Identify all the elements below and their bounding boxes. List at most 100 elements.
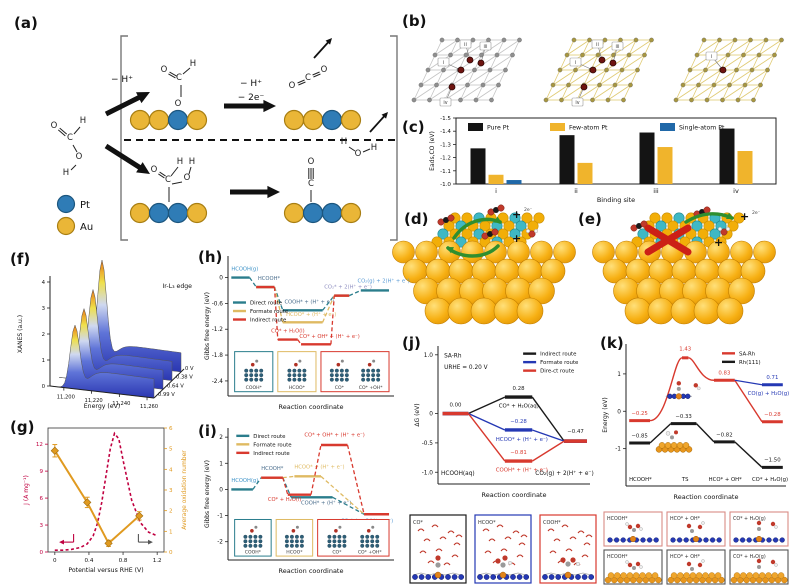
svg-text:CO* + H₂O(l): CO* + H₂O(l) (271, 329, 305, 335)
svg-text:-2: -2 (217, 540, 223, 546)
panel-i-energy-diagram: 2 1 0 -1 -2 Gibbs free energy (eV) Reaction co… (204, 428, 394, 575)
svg-text:-1.0: -1.0 (422, 470, 434, 476)
svg-text:iv: iv (575, 100, 579, 106)
svg-text:Formate route: Formate route (250, 309, 289, 315)
svg-text:COOH*: COOH* (246, 385, 263, 391)
svg-text:Pt: Pt (80, 200, 90, 211)
svg-text:2: 2 (219, 435, 223, 441)
svg-text:CO₂(g) + 2(H⁺ + e⁻): CO₂(g) + 2(H⁺ + e⁻) (535, 470, 593, 477)
svg-text:HCOOH*: HCOOH* (607, 516, 628, 522)
svg-text:−0.28: −0.28 (764, 412, 781, 418)
svg-text:1: 1 (617, 372, 621, 378)
svg-text:0: 0 (169, 550, 173, 556)
svg-text:HCO* + OH*: HCO* + OH* (670, 516, 701, 522)
svg-text:COOH* + (H⁺ + e⁻): COOH* + (H⁺ + e⁻) (284, 299, 334, 305)
panel-j-energy-diagram: 1.0 0 -0.5 -1.0 ΔG (eV) Reaction coordinate 0.… (414, 346, 594, 499)
svg-text:Indirect route: Indirect route (253, 451, 290, 457)
svg-text:−0.82: −0.82 (716, 432, 733, 438)
svg-text:1: 1 (42, 358, 45, 364)
svg-text:2e⁻: 2e⁻ (752, 210, 761, 216)
svg-text:12: 12 (36, 442, 43, 448)
svg-text:CO*: CO* (413, 520, 423, 526)
svg-text:ΔG (eV): ΔG (eV) (414, 403, 421, 426)
svg-text:O: O (161, 65, 168, 75)
svg-text:HCOOH*: HCOOH* (629, 477, 652, 483)
svg-text:-0.6: -0.6 (212, 301, 224, 307)
svg-text:H: H (371, 143, 377, 153)
svg-text:O: O (151, 165, 158, 175)
svg-text:Potential versus RHE (V): Potential versus RHE (V) (68, 567, 143, 574)
svg-text:1.0: 1.0 (424, 353, 434, 359)
svg-text:O: O (175, 99, 182, 109)
svg-text:0: 0 (53, 558, 57, 564)
svg-text:O: O (184, 173, 191, 183)
svg-text:0: 0 (42, 384, 46, 390)
svg-text:3: 3 (169, 488, 173, 494)
svg-text:Single-atom Pt: Single-atom Pt (679, 125, 725, 132)
svg-text:H: H (80, 116, 86, 126)
svg-text:11,260: 11,260 (140, 404, 158, 410)
svg-text:0.4: 0.4 (84, 558, 93, 564)
svg-text:ii: ii (596, 42, 599, 48)
svg-text:H: H (177, 157, 183, 167)
svg-text:O: O (51, 121, 58, 131)
panel-d-label: (d) (404, 210, 429, 228)
svg-text:0.71: 0.71 (766, 375, 778, 381)
svg-text:−0.33: −0.33 (675, 414, 692, 420)
svg-text:0: 0 (617, 409, 621, 415)
svg-text:0.64 V: 0.64 V (167, 383, 184, 389)
panel-d-nanoparticle-render: + +2e⁻ (392, 204, 576, 325)
svg-text:0: 0 (429, 412, 433, 418)
svg-text:XANES (a.u.): XANES (a.u.) (17, 315, 24, 353)
panel-j-md-snapshots: CO* HCOO* COOH* (409, 514, 597, 584)
svg-text:HCO* + OH*: HCO* + OH* (670, 554, 701, 560)
svg-text:O: O (308, 157, 315, 167)
svg-text:HCOOH*: HCOOH* (607, 554, 628, 560)
svg-text:J (A mg⁻¹): J (A mg⁻¹) (23, 475, 30, 506)
svg-text:Ir-L₃ edge: Ir-L₃ edge (162, 283, 192, 290)
svg-text:CO* +OH*: CO* +OH* (359, 385, 383, 391)
svg-text:−0.81: −0.81 (510, 450, 527, 456)
svg-text:iii: iii (484, 44, 488, 50)
svg-text:0 V: 0 V (185, 366, 194, 372)
svg-text:1: 1 (219, 461, 223, 467)
svg-text:CO* + H₂O(l): CO* + H₂O(l) (268, 497, 302, 503)
svg-text:C: C (305, 73, 311, 83)
svg-text:-1.5: -1.5 (440, 116, 451, 122)
svg-text:− H⁺: − H⁺ (111, 75, 133, 85)
svg-text:i: i (443, 60, 444, 66)
svg-text:-1.3: -1.3 (440, 142, 451, 148)
svg-text:1: 1 (169, 529, 173, 535)
panel-j-label: (j) (402, 334, 421, 352)
panel-b-label: (b) (402, 12, 427, 30)
svg-text:Gibbs free energy (eV): Gibbs free energy (eV) (204, 460, 211, 528)
svg-text:0: 0 (39, 550, 43, 556)
svg-text:CO* +OH*: CO* +OH* (358, 550, 382, 556)
svg-text:C: C (165, 175, 171, 185)
svg-text:4: 4 (42, 280, 46, 286)
svg-text:-1.1: -1.1 (440, 169, 451, 175)
svg-text:HCOOH(g): HCOOH(g) (231, 478, 258, 484)
svg-text:0.00: 0.00 (449, 402, 462, 408)
svg-text:CO* + OH* + (H⁺ + e⁻): CO* + OH* + (H⁺ + e⁻) (304, 433, 364, 439)
svg-text:− 2e⁻: − 2e⁻ (238, 93, 265, 103)
svg-text:Au: Au (80, 222, 93, 233)
svg-text:CO(g) + H₂O(g): CO(g) + H₂O(g) (748, 391, 790, 397)
svg-text:-1.2: -1.2 (440, 156, 451, 162)
svg-text:iii: iii (653, 187, 659, 195)
panel-h-label: (h) (198, 248, 223, 266)
svg-text:TS: TS (681, 477, 689, 483)
svg-text:HCOO* + (H⁺ + e⁻): HCOO* + (H⁺ + e⁻) (286, 312, 336, 318)
svg-text:O: O (321, 65, 328, 75)
svg-text:2: 2 (169, 509, 173, 515)
svg-text:2e⁻: 2e⁻ (524, 207, 533, 213)
svg-text:5: 5 (169, 447, 173, 453)
svg-text:Reaction coordinate: Reaction coordinate (279, 567, 344, 575)
svg-text:HCOOH*: HCOOH* (261, 466, 284, 472)
svg-text:Gibbs free energy (eV): Gibbs free energy (eV) (204, 292, 211, 360)
svg-text:COOH* + (H⁺ + e⁻): COOH* + (H⁺ + e⁻) (496, 467, 548, 474)
svg-text:Direct route: Direct route (250, 301, 283, 307)
svg-text:1.43: 1.43 (679, 347, 691, 353)
svg-text:SA-Rh: SA-Rh (739, 351, 755, 357)
